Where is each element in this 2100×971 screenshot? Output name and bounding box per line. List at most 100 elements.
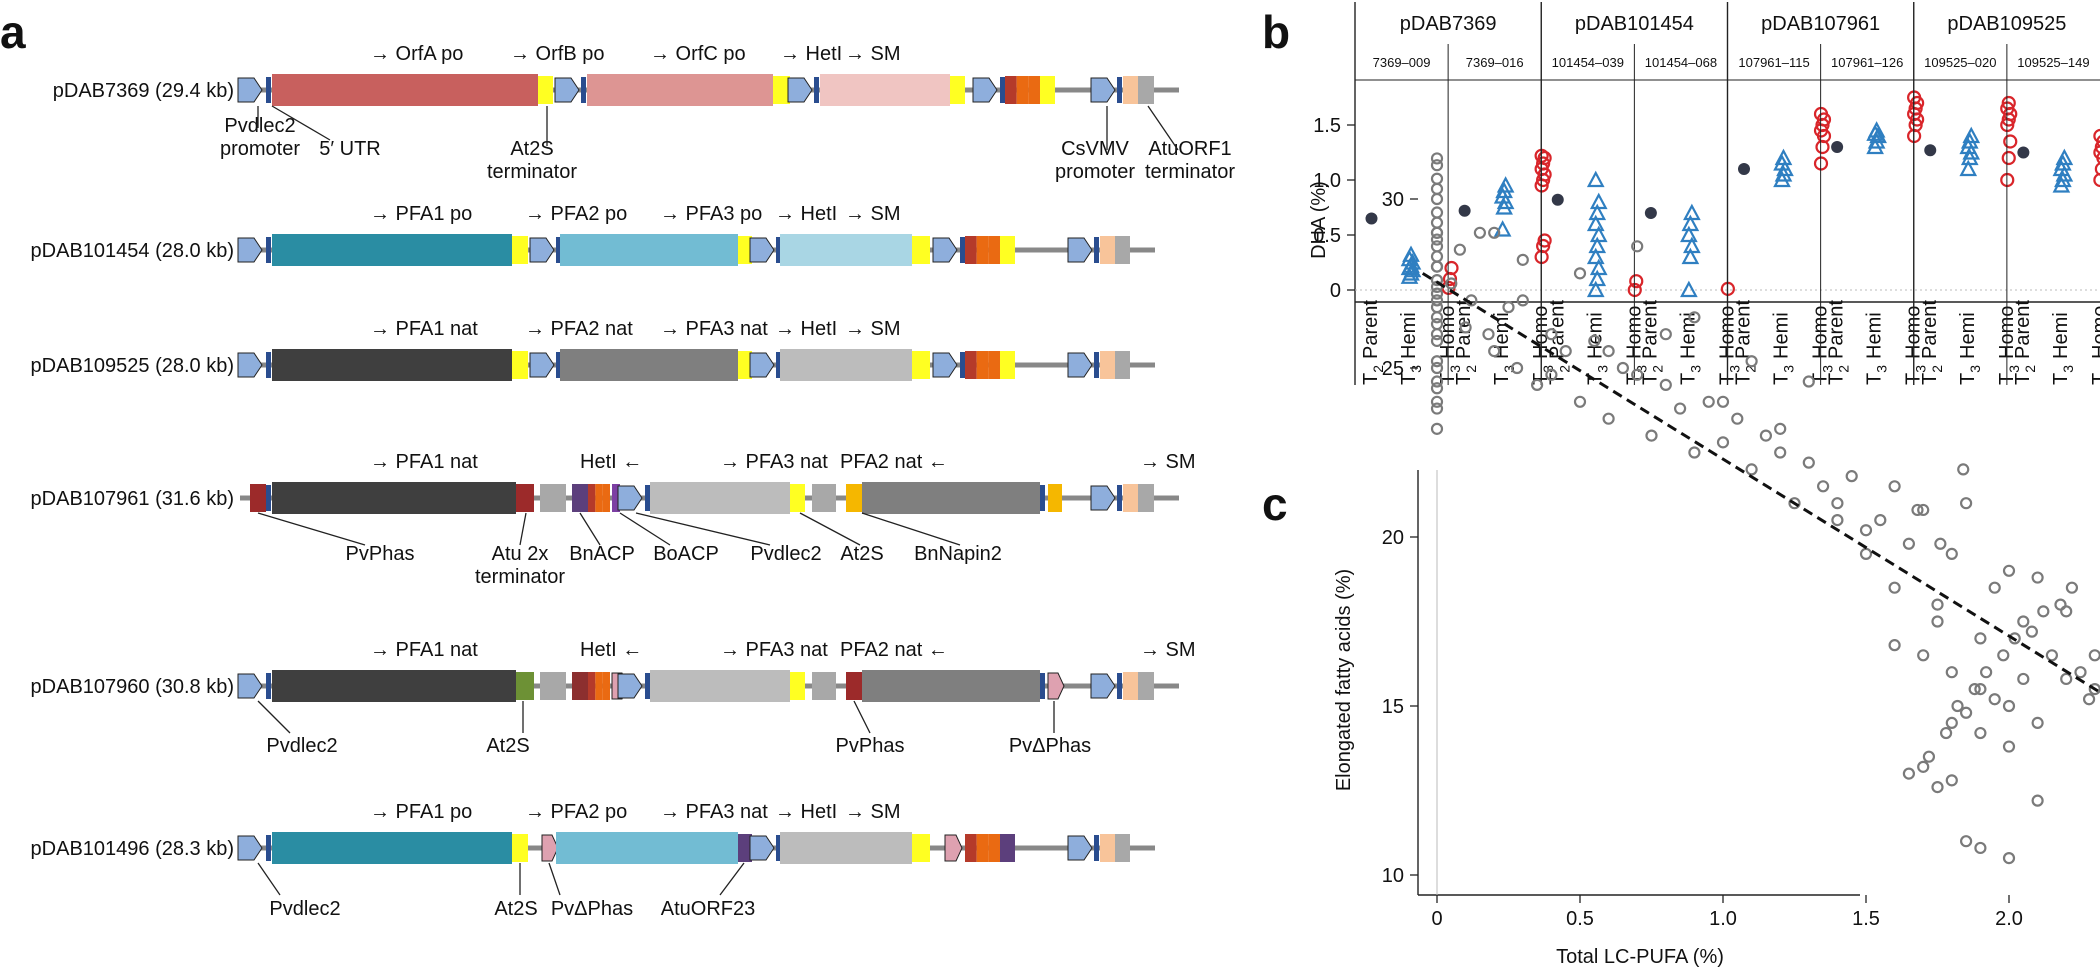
scatter-point xyxy=(1488,345,1501,358)
dha-point-hemi xyxy=(1962,126,1981,144)
promoter-arrow xyxy=(237,835,263,861)
terminator-box xyxy=(516,484,534,512)
promoter-arrow xyxy=(237,237,263,263)
terminator-box xyxy=(790,484,805,512)
scatter-point xyxy=(1902,767,1916,780)
scatter-point xyxy=(1631,240,1644,253)
dha-point-hemi xyxy=(1959,159,1978,177)
grey-box xyxy=(812,672,836,700)
scatter-point xyxy=(1430,355,1444,368)
promoter-arrow xyxy=(1090,77,1116,103)
scatter-point xyxy=(1831,513,1844,527)
event-label: 109525–020 xyxy=(1924,55,1996,70)
dha-point-hemi xyxy=(1680,280,1698,298)
x-tick-label: 0.5 xyxy=(1566,908,1594,930)
dha-point-hemi xyxy=(1681,247,1700,265)
coding-box xyxy=(650,482,790,514)
terminator-box xyxy=(790,672,805,700)
scatter-point xyxy=(1702,395,1715,408)
panel-b-dha-chart: 0 0.5 1.0 1.5 DHA (%) pDAB7369 7369–009 T2Paren… xyxy=(1308,2,2100,385)
terminator-box xyxy=(846,672,862,700)
leader-line xyxy=(257,512,366,546)
sm-box xyxy=(1123,484,1138,512)
scatter-point xyxy=(1922,750,1936,763)
scatter-point xyxy=(1510,361,1524,375)
x-tick-label: 0 xyxy=(1431,908,1442,930)
dha-point-hemi xyxy=(1586,214,1605,232)
gene-label: → HetI xyxy=(780,43,842,65)
utr-box xyxy=(645,673,650,699)
element-label: PvPhas xyxy=(346,543,415,565)
sm-box xyxy=(1100,351,1115,379)
element-label: PvΔPhas xyxy=(1009,735,1091,757)
scatter-point xyxy=(1716,395,1730,408)
dha-point-parent xyxy=(1738,163,1750,175)
coding-box xyxy=(862,482,1040,514)
construct-map xyxy=(237,670,1179,702)
scatter-point xyxy=(1473,226,1487,239)
terminator-box xyxy=(250,484,266,512)
element-label: Pvdlec2 xyxy=(269,898,340,920)
dha-point-parent xyxy=(1644,207,1657,219)
element-label-line2: promoter xyxy=(1055,161,1135,183)
scatter-point xyxy=(1959,835,1973,848)
sm-box xyxy=(1123,672,1138,700)
dha-point-homo xyxy=(2094,162,2100,176)
dha-point-hemi xyxy=(1867,121,1886,138)
panel-c-scatter-chart: 00.51.01.52.02.51015202530Total LC-PUFA … xyxy=(1333,152,2100,968)
gene-label: → PFA1 nat xyxy=(370,451,478,473)
promoter-arrow xyxy=(617,485,643,511)
coding-box xyxy=(780,234,912,266)
dha-point-hemi xyxy=(1402,245,1420,262)
scatter-point xyxy=(1968,682,1981,696)
scatter-point xyxy=(1917,760,1930,773)
scatter-point xyxy=(1430,422,1444,435)
promoter-arrow xyxy=(529,352,555,378)
promoter-arrow xyxy=(749,835,775,861)
hetI-box xyxy=(1028,76,1040,104)
utr-box xyxy=(814,77,819,103)
scatter-point xyxy=(1934,537,1947,550)
utr-box xyxy=(1117,77,1122,103)
leader-line xyxy=(799,512,861,546)
element-label: BnACP xyxy=(569,543,635,565)
hetI-box xyxy=(588,672,596,700)
scatter-point xyxy=(2074,666,2087,679)
grey-box xyxy=(1115,834,1130,862)
dha-point-hemi xyxy=(1589,192,1608,210)
scatter-point xyxy=(1845,470,1858,483)
scatter-point xyxy=(1888,639,1901,652)
category-label: T2Parent xyxy=(1919,300,1945,385)
element-label: At2S xyxy=(486,735,529,757)
gene-label: → OrfC po xyxy=(650,43,746,65)
gene-label: → PFA2 po xyxy=(525,801,627,823)
scatter-point xyxy=(1974,726,1987,740)
utr-box xyxy=(1117,485,1122,511)
terminator-box xyxy=(738,236,752,264)
construct-map xyxy=(237,832,1155,864)
element-label-line2: terminator xyxy=(1145,161,1235,183)
scatter-point xyxy=(1997,649,2010,662)
scatter-point xyxy=(2002,564,2016,577)
dha-point-hemi xyxy=(2055,148,2074,166)
utr-box xyxy=(776,835,781,861)
gene-label: → PFA3 nat xyxy=(660,318,768,340)
y-axis-label: Elongated fatty acids (%) xyxy=(1333,569,1355,791)
y-tick-label: 20 xyxy=(1382,527,1404,549)
event-label: 7369–016 xyxy=(1466,55,1524,70)
leader-line xyxy=(548,862,561,896)
scatter-point xyxy=(1745,463,1758,476)
terminator-box xyxy=(912,236,930,264)
coding-box xyxy=(272,74,538,106)
category-label: T2Parent xyxy=(1453,300,1479,385)
utr-box xyxy=(266,237,271,263)
promoter-arrow xyxy=(237,352,263,378)
scatter-point xyxy=(1945,547,1958,561)
sm-box xyxy=(1100,236,1115,264)
coding-box xyxy=(272,349,512,381)
scatter-point xyxy=(1645,429,1658,442)
dha-point-homo xyxy=(1537,233,1552,248)
coding-box xyxy=(650,670,790,702)
terminator-box xyxy=(516,672,534,700)
scatter-point xyxy=(1688,446,1701,459)
